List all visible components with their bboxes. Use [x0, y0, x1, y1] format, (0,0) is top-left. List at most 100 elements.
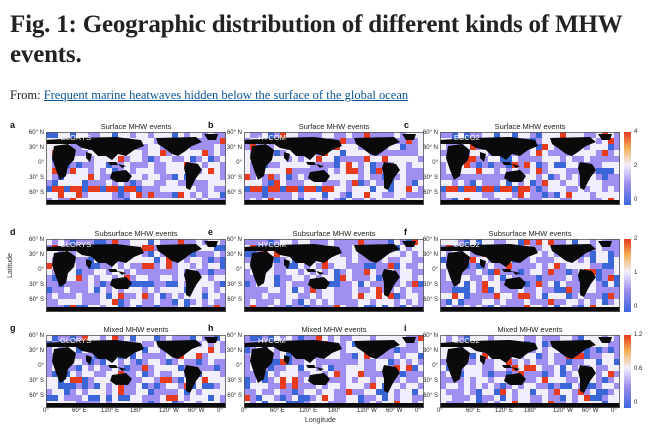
grid-cell [382, 239, 388, 245]
grid-cell [280, 275, 286, 281]
grid-cell [464, 299, 470, 305]
grid-cell [166, 239, 172, 245]
grid-cell [280, 335, 286, 341]
grid-cell [524, 239, 530, 245]
grid-cell [536, 156, 542, 162]
grid-cell [178, 377, 184, 383]
grid-cell [310, 395, 316, 401]
grid-cell [70, 168, 76, 174]
grid-cell [370, 162, 376, 168]
grid-cell [130, 287, 136, 293]
grid-cell [328, 377, 334, 383]
grid-cell [358, 353, 364, 359]
grid-cell [202, 186, 208, 192]
grid-cell [596, 347, 602, 353]
grid-cell [250, 239, 256, 245]
grid-cell [346, 162, 352, 168]
grid-cell [440, 371, 446, 377]
grid-cell [554, 186, 560, 192]
grid-cell [310, 287, 316, 293]
grid-cell [268, 281, 274, 287]
grid-cell [46, 251, 52, 257]
grid-cell [388, 347, 394, 353]
grid-cell [148, 269, 154, 275]
grid-cell [482, 293, 488, 299]
grid-cell [136, 365, 142, 371]
grid-cell [328, 299, 334, 305]
colorbar-tick: 0 [634, 304, 638, 310]
land-shape [46, 137, 144, 160]
grid-cell [304, 168, 310, 174]
grid-cell [250, 371, 256, 377]
grid-cell [262, 239, 268, 245]
grid-cell [394, 186, 400, 192]
grid-cell [382, 150, 388, 156]
grid-cell [244, 162, 250, 168]
land-shape [284, 152, 290, 162]
grid-cell [304, 162, 310, 168]
grid-cell [602, 168, 608, 174]
grid-cell [190, 299, 196, 305]
grid-cell [566, 275, 572, 281]
grid-cell [530, 353, 536, 359]
grid-cell [572, 239, 578, 245]
heatmap-map [440, 132, 620, 205]
grid-cell [530, 168, 536, 174]
grid-cell [70, 132, 76, 138]
grid-cell [292, 132, 298, 138]
land-shape [402, 134, 416, 140]
grid-cell [142, 144, 148, 150]
grid-cell [154, 144, 160, 150]
grid-cell [328, 287, 334, 293]
grid-cell [554, 365, 560, 371]
grid-cell [46, 180, 52, 186]
grid-cell [542, 383, 548, 389]
grid-cell [220, 186, 226, 192]
grid-cell [536, 377, 542, 383]
grid-cell [88, 269, 94, 275]
grid-cell [370, 239, 376, 245]
grid-cell [268, 162, 274, 168]
article-link[interactable]: Frequent marine heatwaves hidden below t… [43, 88, 409, 102]
grid-cell [382, 359, 388, 365]
grid-cell [418, 353, 424, 359]
band-cell [280, 186, 286, 192]
grid-cell [566, 132, 572, 138]
grid-cell [82, 162, 88, 168]
grid-cell [160, 162, 166, 168]
grid-cell [376, 269, 382, 275]
grid-cell [142, 359, 148, 365]
grid-cell [464, 293, 470, 299]
grid-cell [202, 180, 208, 186]
grid-cell [476, 174, 482, 180]
grid-cell [148, 263, 154, 269]
grid-cell [244, 144, 250, 150]
grid-cell [518, 132, 524, 138]
grid-cell [202, 353, 208, 359]
grid-cell [470, 281, 476, 287]
grid-cell [370, 299, 376, 305]
grid-cell [518, 156, 524, 162]
grid-cell [310, 263, 316, 269]
grid-cell [382, 299, 388, 305]
grid-cell [566, 371, 572, 377]
grid-cell [340, 281, 346, 287]
grid-cell [530, 162, 536, 168]
grid-cell [172, 263, 178, 269]
grid-cell [590, 377, 596, 383]
grid-cell [596, 245, 602, 251]
grid-cell [70, 299, 76, 305]
grid-cell [476, 395, 482, 401]
grid-cell [614, 359, 620, 365]
grid-cell [458, 132, 464, 138]
grid-cell [316, 389, 322, 395]
grid-cell [214, 245, 220, 251]
lat-tick: 60° N [422, 333, 438, 339]
grid-cell [566, 335, 572, 341]
grid-cell [82, 293, 88, 299]
grid-cell [506, 132, 512, 138]
grid-cell [590, 353, 596, 359]
grid-cell [364, 389, 370, 395]
grid-cell [340, 257, 346, 263]
grid-cell [298, 293, 304, 299]
